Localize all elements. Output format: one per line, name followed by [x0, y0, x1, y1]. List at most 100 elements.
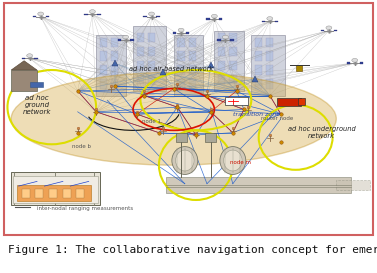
Bar	[148, 33, 155, 42]
Circle shape	[352, 58, 358, 62]
Bar	[173, 32, 176, 34]
Bar	[206, 18, 210, 20]
Bar	[137, 75, 144, 84]
Text: inter-nodal ranging measurements: inter-nodal ranging measurements	[37, 206, 133, 210]
Bar	[21, 189, 30, 198]
Bar	[229, 61, 236, 70]
Polygon shape	[11, 61, 37, 70]
Bar	[266, 51, 273, 61]
Bar	[218, 75, 225, 84]
Bar	[274, 20, 278, 22]
Bar	[156, 16, 160, 17]
Bar	[11, 70, 37, 91]
Bar	[133, 26, 166, 91]
Bar	[266, 66, 273, 75]
Text: node b: node b	[72, 144, 91, 149]
Bar	[334, 30, 337, 31]
Bar	[96, 35, 126, 96]
Bar	[266, 79, 273, 88]
Ellipse shape	[224, 150, 242, 171]
Bar	[100, 66, 107, 75]
Bar	[277, 98, 301, 106]
Bar	[255, 66, 262, 75]
Text: ad hoc air-based network: ad hoc air-based network	[129, 66, 214, 72]
Circle shape	[267, 17, 273, 20]
Bar	[34, 58, 38, 59]
Bar	[178, 66, 185, 75]
Bar	[178, 79, 185, 88]
Bar	[178, 51, 185, 61]
Bar	[225, 97, 248, 105]
Circle shape	[178, 28, 184, 32]
Bar	[13, 176, 98, 203]
Bar	[218, 33, 225, 42]
Bar	[188, 51, 196, 61]
Circle shape	[27, 54, 32, 58]
Text: ad hoc underground
network: ad hoc underground network	[288, 126, 356, 139]
Ellipse shape	[11, 72, 336, 165]
Bar	[255, 37, 262, 47]
Text: ad hoc
ground
network: ad hoc ground network	[23, 95, 51, 115]
Bar	[111, 51, 118, 61]
Bar	[63, 189, 70, 198]
Circle shape	[123, 35, 129, 39]
Bar	[118, 39, 121, 41]
Bar	[186, 32, 189, 34]
Bar	[229, 75, 236, 84]
Bar	[266, 37, 273, 47]
Bar	[111, 79, 118, 88]
Circle shape	[38, 12, 44, 16]
Bar	[49, 189, 57, 198]
Text: node 1: node 1	[142, 118, 161, 124]
Bar	[188, 66, 196, 75]
Text: router node: router node	[261, 116, 293, 121]
Circle shape	[149, 12, 155, 16]
Bar	[255, 79, 262, 88]
Bar	[218, 61, 225, 70]
Bar	[84, 14, 87, 15]
Bar	[298, 98, 305, 105]
Bar	[218, 47, 225, 56]
Bar	[217, 39, 221, 41]
Bar	[188, 79, 196, 88]
Ellipse shape	[172, 147, 198, 174]
Text: transition zone: transition zone	[233, 112, 280, 117]
Circle shape	[89, 10, 95, 13]
Bar	[360, 62, 363, 64]
Bar	[35, 189, 43, 198]
Bar	[148, 61, 155, 70]
Bar	[251, 35, 285, 96]
Bar	[174, 35, 203, 96]
Bar	[229, 47, 236, 56]
Ellipse shape	[220, 147, 246, 174]
Bar	[21, 58, 25, 59]
Bar	[137, 33, 144, 42]
Bar	[346, 62, 350, 64]
Bar	[100, 79, 107, 88]
Bar	[176, 133, 187, 142]
Bar	[11, 172, 100, 205]
Bar	[255, 51, 262, 61]
Circle shape	[222, 35, 228, 39]
Bar	[166, 177, 351, 193]
Bar	[188, 37, 196, 47]
Bar	[336, 180, 369, 189]
Bar	[32, 16, 36, 17]
Bar	[148, 47, 155, 56]
Bar	[137, 61, 144, 70]
Circle shape	[211, 14, 217, 18]
Bar	[321, 30, 324, 31]
Bar	[262, 20, 265, 22]
Bar	[100, 37, 107, 47]
Bar	[178, 37, 185, 47]
Bar	[111, 37, 118, 47]
Bar	[205, 133, 216, 142]
Text: node m: node m	[230, 160, 251, 165]
Bar	[219, 18, 222, 20]
Bar	[143, 16, 147, 17]
Bar	[17, 185, 90, 201]
Text: Figure 1: The collaborative navigation concept for emergency crews: Figure 1: The collaborative navigation c…	[8, 245, 377, 255]
Ellipse shape	[176, 150, 194, 171]
Bar	[111, 66, 118, 75]
Bar	[30, 82, 43, 87]
